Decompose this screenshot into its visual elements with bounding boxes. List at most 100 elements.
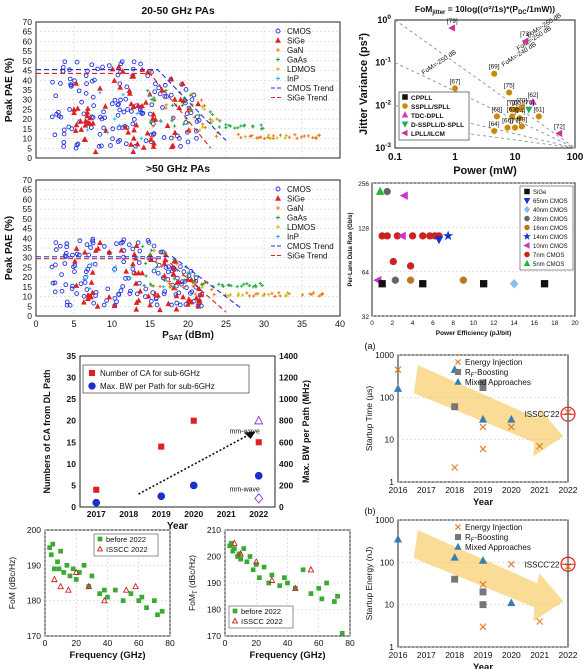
legend-marker-shape xyxy=(275,28,281,34)
data-point-shape xyxy=(89,269,96,275)
data-point xyxy=(478,556,488,564)
data-point-shape xyxy=(406,262,415,270)
data-point xyxy=(451,575,459,583)
data-point xyxy=(255,439,262,446)
data-point xyxy=(91,103,97,108)
data-point xyxy=(511,124,519,131)
data-point-shape xyxy=(491,70,498,77)
data-point xyxy=(319,596,325,602)
data-point-shape xyxy=(49,264,55,270)
data-point xyxy=(90,120,96,126)
data-point xyxy=(164,103,168,107)
legend-marker xyxy=(523,197,531,205)
data-point xyxy=(144,261,148,266)
data-point xyxy=(261,564,267,570)
x-tick-label: 2019 xyxy=(474,650,493,660)
y-tick-label: 15 xyxy=(23,282,33,292)
data-point xyxy=(175,262,179,266)
data-point-shape xyxy=(67,76,73,82)
y-tick-label: 10 xyxy=(23,292,33,302)
y-tick-label: 25 xyxy=(67,394,77,404)
data-point xyxy=(258,281,262,286)
data-label: [79] xyxy=(447,18,458,25)
data-point xyxy=(200,105,205,109)
data-point xyxy=(188,128,192,132)
data-point xyxy=(113,117,117,121)
data-point xyxy=(131,126,137,133)
data-point xyxy=(536,618,544,625)
data-point xyxy=(155,270,161,276)
data-point xyxy=(67,573,73,579)
legend-box xyxy=(93,533,159,557)
data-point xyxy=(82,118,89,124)
data-point-shape xyxy=(101,302,107,308)
data-point xyxy=(73,145,79,151)
data-point-shape xyxy=(255,439,262,446)
data-point xyxy=(64,299,70,305)
data-point xyxy=(154,260,158,265)
data-point xyxy=(147,302,153,308)
data-point-shape xyxy=(178,143,183,149)
data-label: [62] xyxy=(528,92,539,99)
data-point xyxy=(253,562,259,567)
y-tick-label: 10 xyxy=(23,134,33,144)
data-point xyxy=(149,102,155,108)
data-point-shape xyxy=(118,247,125,253)
data-point xyxy=(479,379,487,387)
data-point-shape xyxy=(186,273,192,279)
y-tick-label: 20 xyxy=(23,114,33,124)
data-point xyxy=(82,278,86,282)
data-point-shape xyxy=(183,87,189,92)
data-point xyxy=(185,139,191,145)
data-point-shape xyxy=(285,580,290,586)
data-point-shape xyxy=(132,582,140,590)
data-point-shape xyxy=(73,121,80,128)
data-point-shape xyxy=(53,262,58,268)
data-point xyxy=(241,546,247,551)
y-tick-label: 1000 xyxy=(375,350,394,360)
y-tick-label: 200 xyxy=(27,525,41,535)
data-point xyxy=(243,134,247,139)
data-point-shape xyxy=(84,112,91,119)
trend-line xyxy=(36,256,242,309)
data-point-shape xyxy=(94,303,101,309)
data-point-shape xyxy=(104,298,109,303)
data-point-shape xyxy=(62,59,68,65)
y-tick-label: 55 xyxy=(23,46,33,56)
data-point-shape xyxy=(130,121,136,127)
data-point xyxy=(185,296,192,302)
legend-marker xyxy=(454,368,462,376)
data-point-shape xyxy=(480,280,488,288)
data-point xyxy=(49,114,55,120)
data-point xyxy=(191,284,195,288)
data-point xyxy=(102,115,108,121)
data-point xyxy=(118,247,125,253)
data-point xyxy=(535,113,542,120)
y-tick-label: 45 xyxy=(23,66,33,76)
data-point xyxy=(53,240,59,245)
data-point-shape xyxy=(88,279,95,285)
data-point xyxy=(200,285,204,290)
data-point-shape xyxy=(173,292,180,299)
data-point xyxy=(184,301,191,307)
data-point xyxy=(254,471,263,480)
data-point-shape xyxy=(82,280,88,285)
legend-marker xyxy=(523,242,530,249)
data-point-shape xyxy=(175,133,180,139)
data-point-shape xyxy=(139,111,145,117)
data-point-shape xyxy=(254,471,263,480)
data-point xyxy=(64,302,70,308)
data-point-shape xyxy=(335,593,340,599)
mmwave-label: mm-wave xyxy=(230,429,260,436)
legend-marker xyxy=(524,188,530,195)
data-point xyxy=(136,280,142,286)
data-point xyxy=(62,261,68,266)
data-point xyxy=(84,242,90,247)
data-point-shape xyxy=(128,100,135,107)
data-point-shape xyxy=(419,280,427,288)
legend-marker xyxy=(523,205,531,214)
data-point xyxy=(93,289,99,295)
data-point-shape xyxy=(65,586,72,593)
data-point-shape xyxy=(89,78,95,84)
data-point-shape xyxy=(135,102,142,108)
